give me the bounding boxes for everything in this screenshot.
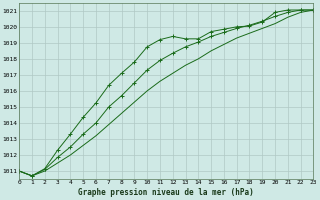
X-axis label: Graphe pression niveau de la mer (hPa): Graphe pression niveau de la mer (hPa)	[78, 188, 254, 197]
